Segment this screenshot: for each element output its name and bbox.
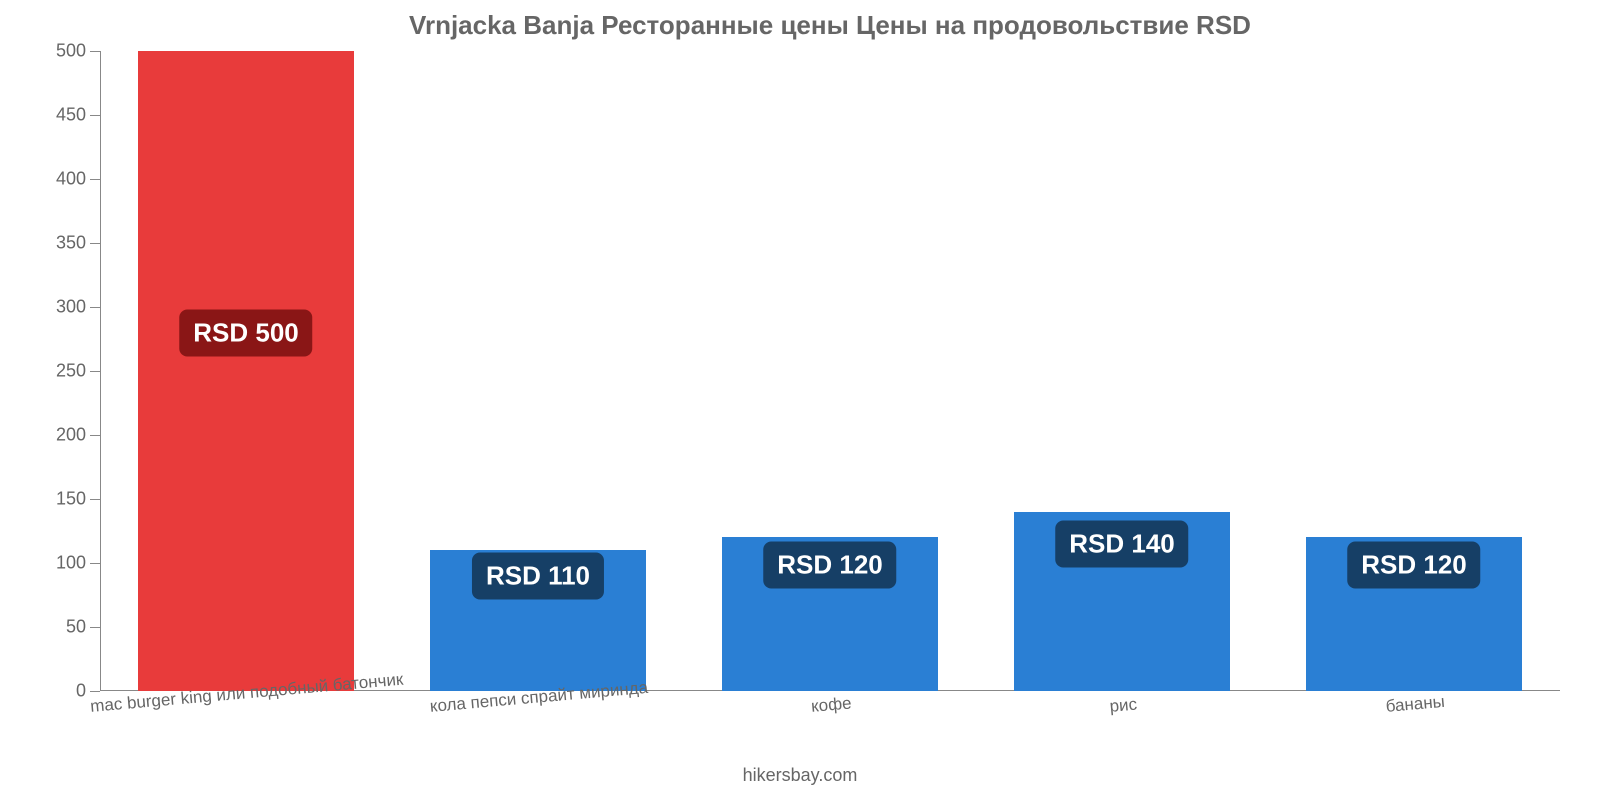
bars-container: RSD 500mac burger king или подобный бато…	[100, 51, 1560, 691]
y-tick-label: 200	[56, 425, 100, 446]
bar-slot: RSD 120бананы	[1268, 51, 1560, 691]
plot-area: RSD 500mac burger king или подобный бато…	[100, 51, 1560, 691]
y-tick-label: 400	[56, 169, 100, 190]
bar-slot: RSD 140рис	[976, 51, 1268, 691]
attribution-text: hikersbay.com	[743, 765, 858, 786]
bar: RSD 120	[722, 537, 938, 691]
y-tick-label: 350	[56, 233, 100, 254]
value-badge: RSD 120	[763, 542, 897, 589]
bar-slot: RSD 120кофе	[684, 51, 976, 691]
bar: RSD 120	[1306, 537, 1522, 691]
y-tick-label: 100	[56, 553, 100, 574]
y-tick-label: 450	[56, 105, 100, 126]
bar: RSD 140	[1014, 512, 1230, 691]
value-badge: RSD 110	[472, 552, 604, 599]
value-badge: RSD 120	[1347, 542, 1481, 589]
y-tick-label: 250	[56, 361, 100, 382]
bar: RSD 500	[138, 51, 354, 691]
y-tick-label: 500	[56, 41, 100, 62]
category-label: кофе	[810, 687, 853, 716]
y-tick-label: 50	[66, 617, 100, 638]
price-chart: Vrnjacka Banja Ресторанные цены Цены на …	[0, 0, 1600, 800]
value-badge: RSD 500	[179, 309, 313, 356]
y-tick-label: 300	[56, 297, 100, 318]
y-tick-label: 0	[76, 681, 100, 702]
bar: RSD 110	[430, 550, 646, 691]
bar-slot: RSD 500mac burger king или подобный бато…	[100, 51, 392, 691]
chart-title: Vrnjacka Banja Ресторанные цены Цены на …	[100, 10, 1560, 41]
value-badge: RSD 140	[1055, 521, 1189, 568]
y-tick-label: 150	[56, 489, 100, 510]
category-label: рис	[1108, 689, 1138, 717]
category-label: бананы	[1384, 686, 1445, 717]
bar-slot: RSD 110кола пепси спрайт миринда	[392, 51, 684, 691]
